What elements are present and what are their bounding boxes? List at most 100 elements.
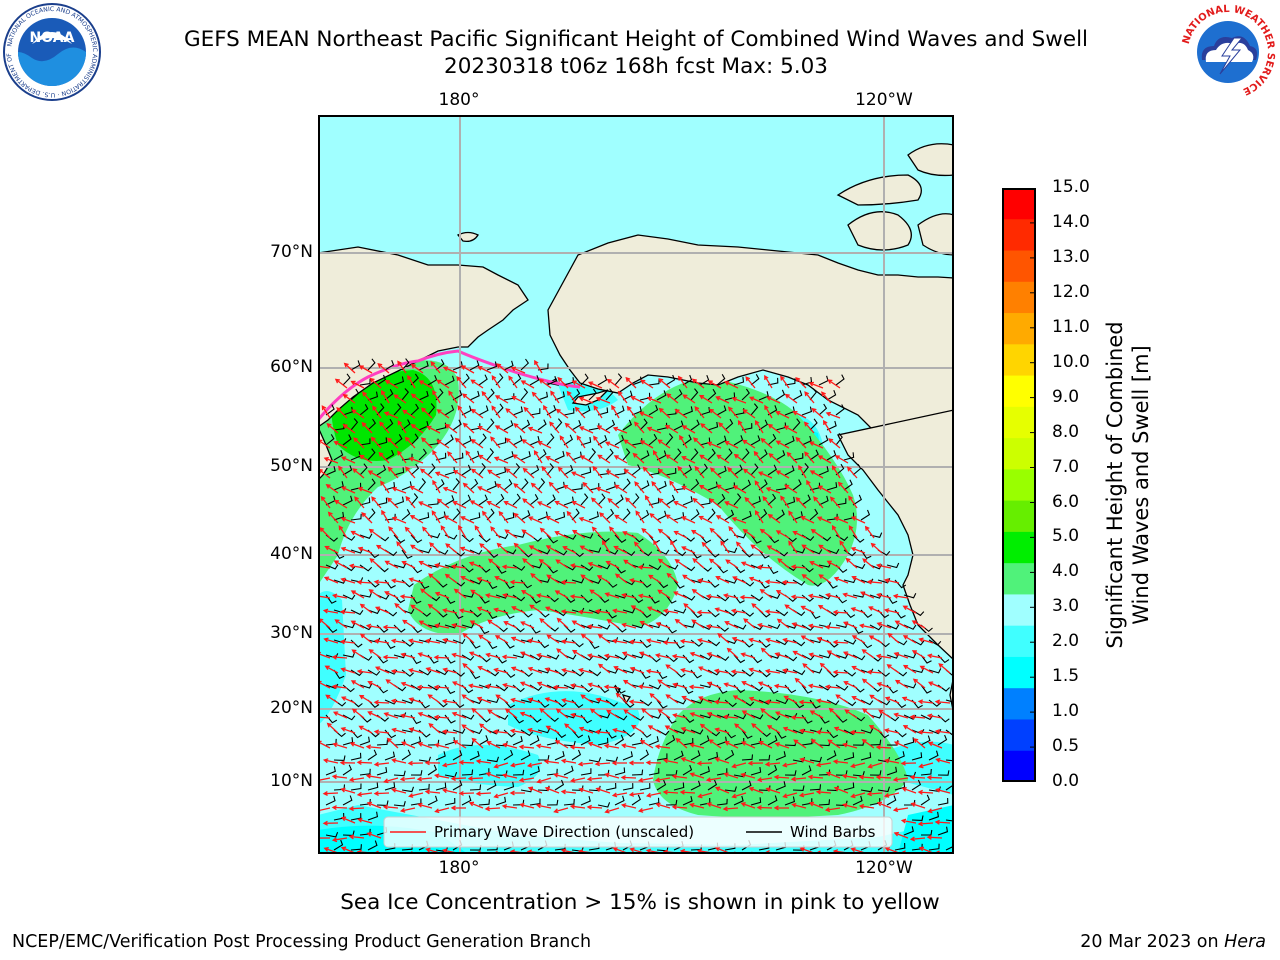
wave-arrow [646,426,662,434]
colorbar-tick-label: 15.0 [1052,177,1090,197]
wave-arrow [828,438,841,449]
wave-arrow [808,441,824,449]
wave-arrow [323,456,339,464]
wind-barb [622,751,633,761]
wind-barb [546,799,559,806]
wind-barb [444,623,458,629]
wave-arrow [339,609,356,615]
wave-arrow [586,804,603,810]
wave-arrow [798,699,815,705]
wind-barb [546,463,555,476]
wind-barb [750,797,762,806]
wind-barb [444,375,455,386]
wave-arrow [522,558,535,569]
wind-barb [350,752,362,761]
wave-arrow [544,667,560,674]
wave-arrow [569,744,586,750]
wave-arrow [409,514,424,524]
wind-barb [333,549,345,559]
wave-arrow [754,509,764,524]
wave-arrow [526,762,543,768]
wind-barb [367,418,377,431]
wave-arrow [673,501,688,509]
wave-arrow [692,497,705,509]
wave-arrow [359,633,373,644]
wind-barb [741,549,754,558]
wave-arrow [594,729,611,735]
wave-arrow [782,637,798,644]
wind-barb [427,764,437,776]
wave-arrow [393,394,407,404]
wind-barb [537,419,547,431]
wind-barb [529,408,541,416]
wave-arrow [809,561,824,569]
wind-barb [886,562,900,569]
wave-arrow [826,650,841,659]
wave-arrow [487,469,501,479]
wind-barb [410,534,423,544]
wave-arrow [673,530,688,539]
wind-barb [699,654,713,661]
wave-arrow [784,604,798,614]
wind-barb [809,609,821,619]
wind-barb [469,478,479,491]
wind-barb [903,593,917,599]
wind-barb [724,448,733,461]
wave-arrow [410,604,424,614]
wave-arrow [378,451,390,464]
wave-arrow [332,742,348,749]
wave-arrow [578,726,594,734]
wind-barb [818,466,829,476]
wave-arrow [520,589,535,599]
wave-arrow [901,696,917,704]
wave-arrow [824,807,841,813]
wind-barb [503,639,515,649]
wave-arrow [851,695,866,704]
wind-barb [911,815,924,821]
wave-arrow [696,760,713,766]
wave-arrow [596,425,611,434]
wave-arrow [766,725,781,734]
wave-arrow [545,456,560,464]
wave-arrow [471,707,484,719]
colorbar-tick-label: 10.0 [1052,351,1090,372]
wind-barb [367,448,376,461]
wave-arrow [635,510,645,524]
wave-arrow [451,711,467,719]
wind-barb [911,639,925,646]
wave-arrow [843,681,858,689]
wind-barb [512,463,521,476]
wind-barb [750,534,762,544]
wave-arrow [723,682,739,689]
wave-arrow [766,545,781,554]
wave-arrow [862,708,875,719]
wave-arrow [513,483,526,494]
wind-barb [571,729,584,739]
wind-barb [580,768,592,776]
wind-barb [529,464,540,476]
wave-arrow [377,363,390,374]
wave-arrow [748,576,764,584]
wind-barb [512,406,523,416]
wind-barb [435,479,445,491]
wave-arrow [848,495,858,509]
wind-barb [605,419,616,431]
wave-arrow [623,469,637,479]
wave-arrow [645,792,662,798]
wind-barb [835,433,843,446]
wind-barb [648,404,659,416]
wind-barb [801,463,809,476]
wave-arrow [570,471,586,479]
wave-arrow [760,708,773,719]
wave-arrow [502,682,518,689]
wind-barb [384,359,395,371]
wave-arrow [324,545,339,554]
wind-barb [928,843,940,851]
wave-arrow [486,500,501,509]
wind-barb [945,759,954,762]
wind-barb [469,728,483,735]
wave-arrow [675,737,688,749]
wave-arrow [474,525,484,539]
wind-barb [478,494,488,506]
wind-barb [342,764,352,776]
